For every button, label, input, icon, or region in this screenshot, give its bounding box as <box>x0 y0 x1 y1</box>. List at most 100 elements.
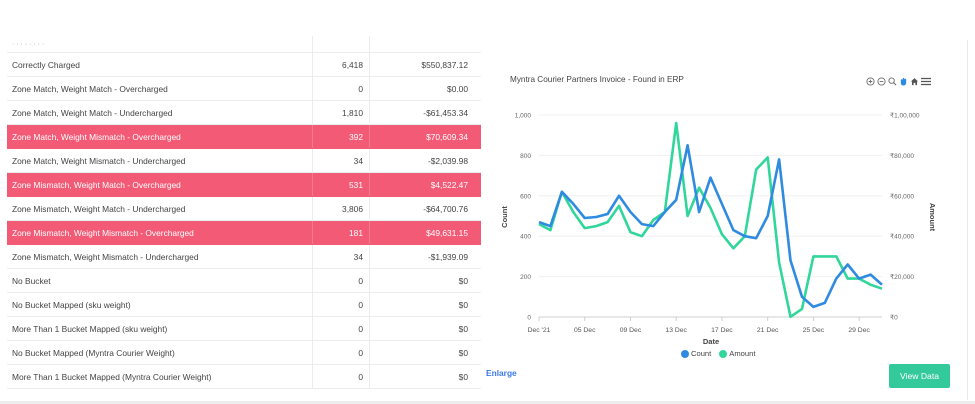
table-cell-amount: $70,609.34 <box>426 131 468 142</box>
y-tick-label: 0 <box>527 315 531 322</box>
table-cell-label: Zone Mismatch, Weight Match - Overcharge… <box>7 173 313 196</box>
panel-divider <box>967 40 968 400</box>
table-cell-amount: -$64,700.76 <box>423 203 468 214</box>
table-cell-amount: $4,522.47 <box>430 179 468 190</box>
table-cell-label: Zone Mismatch, Weight Match - Undercharg… <box>7 197 313 220</box>
x-tick-label: 05 Dec <box>574 327 596 334</box>
pan-hand-icon[interactable] <box>899 77 908 86</box>
table-row: Zone Mismatch, Weight Match - Overcharge… <box>7 173 481 197</box>
table-cell-amount <box>370 36 474 52</box>
x-tick-label: 09 Dec <box>620 327 642 334</box>
y2-tick-label: ₹40,000 <box>890 233 914 241</box>
table-row: Zone Mismatch, Weight Mismatch - Overcha… <box>7 221 481 245</box>
table-row: No Bucket Mapped (Myntra Courier Weight)… <box>7 341 481 365</box>
table-cell-count: 0 <box>313 269 370 292</box>
legend-label: Amount <box>729 349 756 358</box>
table-cell-label: Zone Mismatch, Weight Mismatch - Underch… <box>7 245 313 268</box>
view-data-button[interactable]: View Data <box>889 364 950 388</box>
x-axis-label: Date <box>703 337 719 346</box>
table-cell-count: 34 <box>313 245 370 268</box>
y2-tick-label: ₹80,000 <box>890 152 914 160</box>
legend-item-count[interactable]: Count <box>681 349 711 358</box>
table-cell-count: 1,810 <box>313 101 370 124</box>
table-cell-amount: $0 <box>458 323 468 334</box>
table-row: Zone Match, Weight Mismatch - Overcharge… <box>7 125 481 149</box>
table-cell-label: Zone Match, Weight Mismatch - Overcharge… <box>7 125 313 148</box>
y-tick-label: 800 <box>520 153 531 160</box>
table-cell-label: · · · · · · · · <box>7 36 313 52</box>
table-cell-amount: $550,837.12 <box>421 59 468 70</box>
table-row: Zone Mismatch, Weight Match - Undercharg… <box>7 197 481 221</box>
zoom-out-icon[interactable] <box>877 77 886 86</box>
y2-tick-label: ₹60,000 <box>890 192 914 200</box>
x-tick-label: 21 Dec <box>757 327 779 334</box>
table-cell-amount: -$61,453.34 <box>423 107 468 118</box>
table-cell-label: No Bucket Mapped (sku weight) <box>7 293 313 316</box>
table-cell-label: Zone Match, Weight Mismatch - Undercharg… <box>7 149 313 172</box>
table-cell-amount: -$2,039.98 <box>427 155 468 166</box>
table-cell-count <box>313 36 370 52</box>
table-cell-amount: $0 <box>458 299 468 310</box>
table-cell-label: Zone Match, Weight Match - Overcharged <box>7 77 313 100</box>
table-cell-count: 0 <box>313 341 370 364</box>
y-axis-label: Count <box>500 206 509 228</box>
x-tick-label: 29 Dec <box>848 327 870 334</box>
table-row: More Than 1 Bucket Mapped (sku weight) 0 $… <box>7 317 481 341</box>
table-cell-count: 0 <box>313 365 370 388</box>
menu-icon[interactable] <box>921 77 931 86</box>
y2-axis-label: Amount <box>928 203 937 232</box>
enlarge-link[interactable]: Enlarge <box>486 368 517 378</box>
y-tick-label: 1,000 <box>515 113 532 120</box>
legend-dot <box>681 349 689 358</box>
table-cell-count: 0 <box>313 293 370 316</box>
legend-label: Count <box>691 349 712 358</box>
x-tick-label: 17 Dec <box>711 327 733 334</box>
table-cell-amount: $49,631.15 <box>426 227 468 238</box>
table-row: More Than 1 Bucket Mapped (Myntra Courie… <box>7 365 481 389</box>
y-tick-label: 600 <box>520 193 531 200</box>
legend-item-amount[interactable]: Amount <box>719 349 755 358</box>
table-cell-label: No Bucket <box>7 269 313 292</box>
table-row: Correctly Charged 6,418 $550,837.12 <box>7 53 481 77</box>
table-cell-label: Zone Mismatch, Weight Mismatch - Overcha… <box>7 221 313 244</box>
table-cell-amount: -$1,939.09 <box>427 251 468 262</box>
chart-title: Myntra Courier Partners Invoice - Found … <box>510 75 684 84</box>
magnifier-icon[interactable] <box>888 77 897 86</box>
table-cell-label: No Bucket Mapped (Myntra Courier Weight) <box>7 341 313 364</box>
table-cell-label: More Than 1 Bucket Mapped (Myntra Courie… <box>7 365 313 388</box>
line-chart: 0 200 400 600 800 1,000 ₹0 ₹20,000 ₹40,000 ₹60,0… <box>500 112 937 347</box>
zoom-in-icon[interactable] <box>866 77 875 86</box>
x-tick-label: 25 Dec <box>803 327 825 334</box>
table-cell-amount: $0 <box>458 371 468 382</box>
table-cell-amount: $0 <box>458 347 468 358</box>
y2-tick-label: ₹0 <box>890 314 898 322</box>
legend-dot <box>719 349 728 358</box>
table-row: No Bucket 0 $0 <box>7 269 481 293</box>
chart-legend: Count Amount <box>681 349 755 358</box>
table-row: Zone Mismatch, Weight Mismatch - Underch… <box>7 245 481 269</box>
y-tick-label: 400 <box>520 234 531 241</box>
series-line-count <box>538 144 883 309</box>
table-cell-count: 392 <box>313 125 370 148</box>
y2-tick-label: ₹1,00,000 <box>890 112 920 120</box>
table-cell-count: 531 <box>313 173 370 196</box>
table-cell-count: 181 <box>313 221 370 244</box>
table-cell-count: 0 <box>313 317 370 340</box>
home-icon[interactable] <box>910 77 919 86</box>
table-cell-count: 3,806 <box>313 197 370 220</box>
y-tick-label: 200 <box>520 274 531 281</box>
table-cell-count: 0 <box>313 77 370 100</box>
table-cell-amount: $0.00 <box>447 83 468 94</box>
x-tick-label: 13 Dec <box>665 327 687 334</box>
table-row: No Bucket Mapped (sku weight) 0 $0 <box>7 293 481 317</box>
table-cell-label: Correctly Charged <box>7 53 313 76</box>
bucket-table: · · · · · · · · Correctly Charged 6,418 $5… <box>7 36 481 389</box>
table-cell-count: 6,418 <box>313 53 370 76</box>
series-line-amount <box>538 121 883 319</box>
bottom-border <box>0 401 975 404</box>
y2-tick-label: ₹20,000 <box>890 273 914 281</box>
table-row-partial: · · · · · · · · <box>7 36 481 53</box>
table-cell-amount: $0 <box>458 275 468 286</box>
x-tick-label: Dec '21 <box>528 327 551 334</box>
table-row: Zone Match, Weight Match - Undercharged 1… <box>7 101 481 125</box>
